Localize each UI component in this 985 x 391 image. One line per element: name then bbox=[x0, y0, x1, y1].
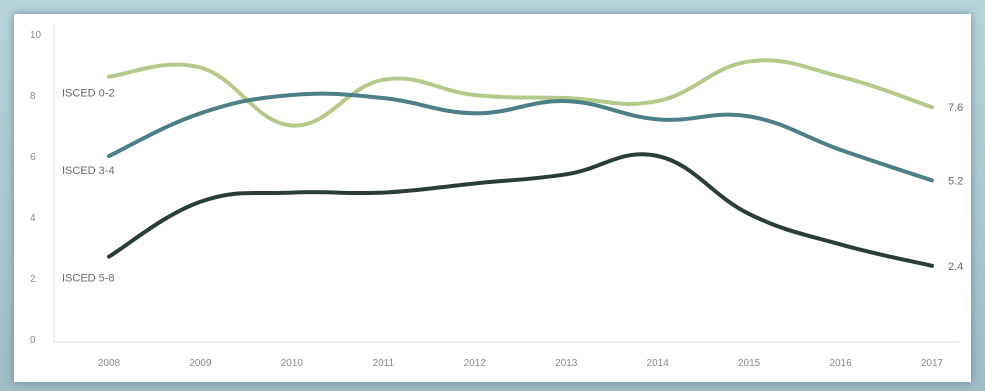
series-group bbox=[107, 58, 934, 268]
y-tick-label: 0 bbox=[30, 335, 36, 346]
line-chart: 0 2 4 6 8 10 2008 2009 2010 2011 2012 2013 2014 2015… bbox=[30, 24, 963, 369]
x-tick-label: 2013 bbox=[555, 358, 578, 369]
series-line bbox=[107, 91, 934, 183]
y-tick-label: 10 bbox=[30, 30, 42, 41]
x-tick-label: 2008 bbox=[98, 358, 121, 369]
series-name-label: ISCED 0-2 bbox=[62, 88, 115, 100]
y-tick-label: 4 bbox=[30, 213, 36, 224]
x-tick-label: 2016 bbox=[829, 358, 852, 369]
y-tick-label: 8 bbox=[30, 91, 36, 102]
y-tick-labels: 0 2 4 6 8 10 bbox=[30, 30, 42, 346]
y-tick-label: 6 bbox=[30, 152, 36, 163]
x-tick-label: 2015 bbox=[738, 358, 761, 369]
x-tick-label: 2014 bbox=[647, 358, 670, 369]
series-end-value-label: 7.6 bbox=[948, 102, 963, 114]
series-end-value-label: 2.4 bbox=[948, 261, 963, 273]
x-tick-label: 2017 bbox=[921, 358, 944, 369]
series-line bbox=[107, 58, 934, 128]
series-name-label: ISCED 3-4 bbox=[62, 165, 115, 177]
x-tick-labels: 2008 2009 2010 2011 2012 2013 2014 2015 2016 2017 bbox=[98, 358, 944, 369]
chart-panel: 0 2 4 6 8 10 2008 2009 2010 2011 2012 2013 2014 2015… bbox=[14, 14, 971, 382]
x-tick-label: 2010 bbox=[281, 358, 304, 369]
x-tick-label: 2009 bbox=[189, 358, 212, 369]
series-line bbox=[107, 152, 934, 268]
series-labels: ISCED 0-2 7.6 ISCED 3-4 5.2 ISCED 5-8 2.4 bbox=[62, 88, 963, 285]
x-tick-label: 2011 bbox=[373, 358, 395, 369]
series-end-value-label: 5.2 bbox=[948, 175, 963, 187]
x-tick-label: 2012 bbox=[464, 358, 487, 369]
y-tick-label: 2 bbox=[30, 274, 36, 285]
series-name-label: ISCED 5-8 bbox=[62, 273, 115, 285]
